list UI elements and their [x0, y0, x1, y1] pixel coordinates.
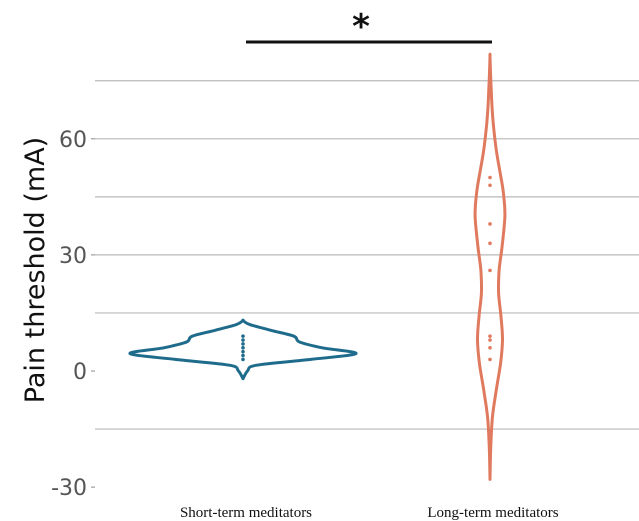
data-point [488, 222, 492, 226]
data-point [488, 338, 492, 342]
data-point [241, 349, 245, 354]
category-labels: Short-term meditators Long-term meditator… [180, 505, 559, 521]
grid-layer [95, 80, 639, 430]
x-category-label: Short-term meditators [180, 505, 312, 521]
data-point [488, 268, 492, 273]
x-category-label: Long-term meditators [427, 505, 558, 521]
data-point [488, 183, 492, 188]
violin-short-term [128, 318, 358, 381]
data-point [488, 334, 492, 338]
data-point [241, 334, 245, 338]
y-tick-label: 0 [73, 360, 87, 385]
data-point [241, 357, 245, 362]
y-tick-label: 60 [59, 128, 87, 153]
data-point [488, 357, 492, 362]
y-axis-title: Pain threshold (mA) [20, 137, 51, 403]
y-axis: -30 0 30 60 [51, 128, 95, 501]
data-point [241, 342, 245, 346]
data-point [488, 241, 492, 246]
data-point [488, 175, 492, 180]
data-point [241, 353, 245, 358]
data-points [241, 175, 492, 362]
data-point [488, 345, 492, 350]
violins [128, 52, 507, 481]
y-tick-label: 30 [59, 244, 87, 269]
y-tick-label: -30 [51, 476, 87, 501]
data-point [241, 338, 245, 342]
data-point [241, 345, 245, 350]
significance-star: * [352, 7, 370, 47]
violin-long-term [473, 52, 507, 481]
